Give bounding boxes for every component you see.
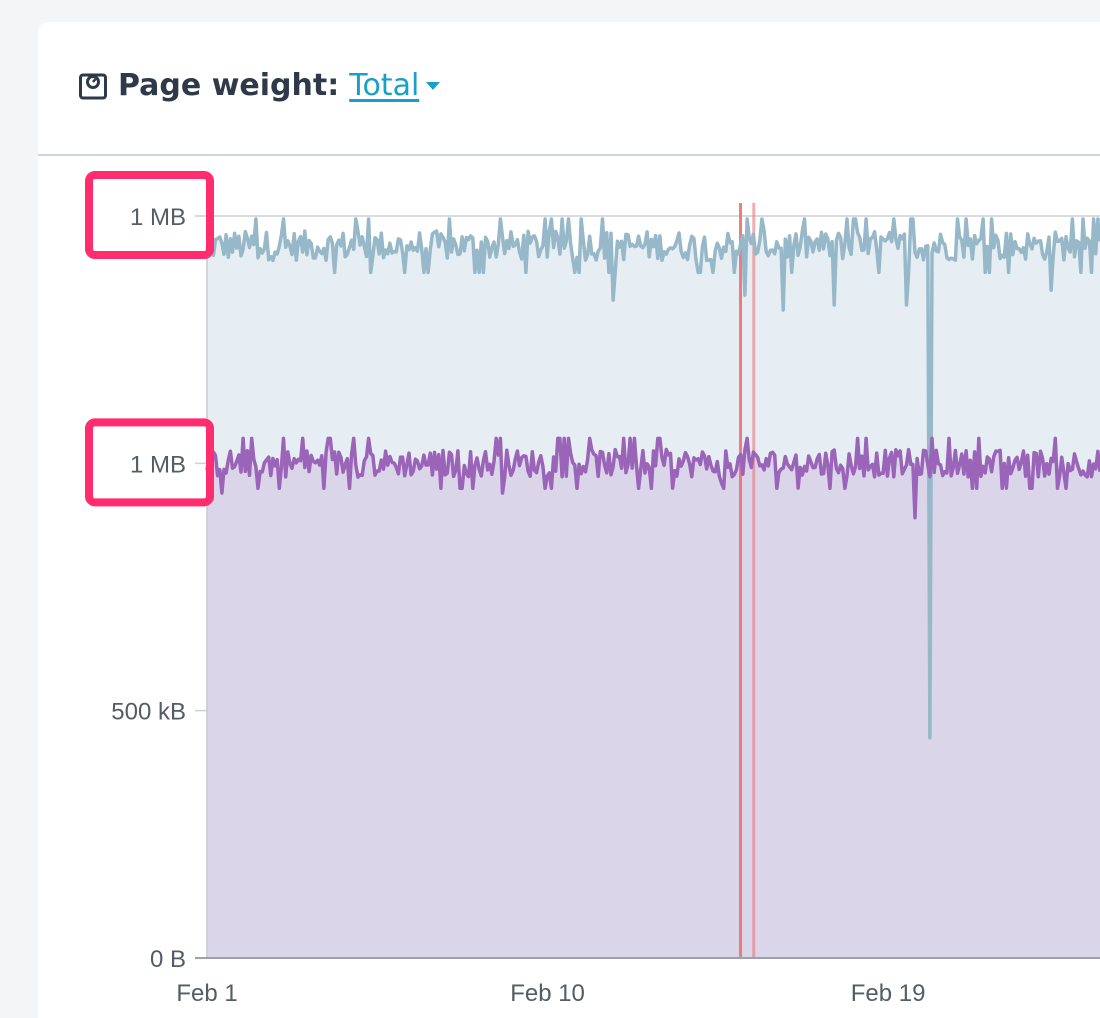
highlight-box-1	[85, 418, 214, 507]
event-markers	[739, 203, 756, 958]
metric-dropdown-value[interactable]: Total	[349, 68, 420, 103]
y-tick-label-0: 1 MB	[130, 204, 186, 231]
series-lines	[205, 217, 1100, 740]
x-tick-label-1: Feb 10	[510, 980, 585, 1007]
y-tick-label-3: 0 B	[150, 946, 186, 973]
line-second	[205, 436, 1100, 520]
axes	[195, 203, 1100, 959]
y-tick-labels: 1 MB 1 MB 500 kB 0 B	[85, 171, 214, 973]
title-label: Page weight:	[118, 68, 340, 103]
card-title: Page weight: Total	[78, 68, 441, 103]
x-tick-label-2: Feb 19	[851, 980, 926, 1007]
series-areas	[207, 219, 1100, 958]
scale-icon	[79, 73, 107, 99]
highlight-box-0	[85, 171, 214, 259]
x-tick-label-0: Feb 1	[176, 980, 237, 1007]
y-tick-label-2: 500 kB	[111, 699, 186, 726]
x-tick-labels: Feb 1 Feb 10 Feb 19	[176, 980, 925, 1007]
area-second	[207, 438, 1100, 958]
metric-dropdown[interactable]: Total	[349, 68, 441, 103]
y-tick-label-1: 1 MB	[130, 451, 186, 478]
caret-down-icon[interactable]	[425, 81, 441, 91]
line-total	[206, 217, 1100, 740]
card-header: Page weight: Total	[38, 22, 1100, 156]
